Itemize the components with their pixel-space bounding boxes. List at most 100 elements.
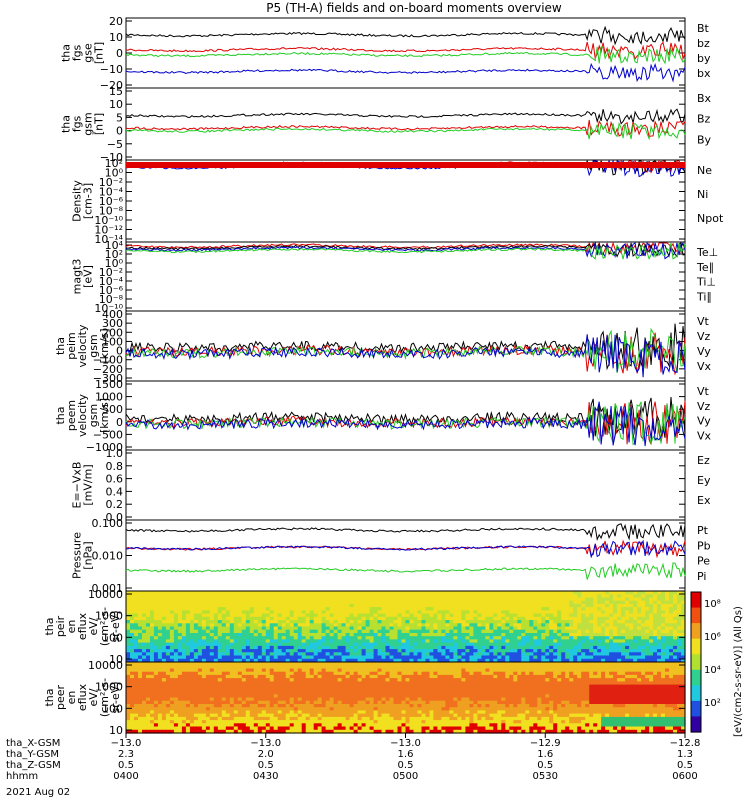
heatmap-cell	[577, 594, 582, 598]
heatmap-cell	[537, 633, 542, 637]
heatmap-cell	[433, 694, 438, 699]
heatmap-cell	[126, 642, 131, 647]
heatmap-cell	[197, 594, 203, 598]
heatmap-cell	[389, 626, 395, 631]
heatmap-cell	[237, 600, 243, 605]
heatmap-cell	[157, 662, 163, 666]
heatmap-cell	[537, 610, 542, 615]
heatmap-cell	[569, 629, 574, 634]
heatmap-cell	[389, 694, 395, 699]
heatmap-cell	[665, 658, 670, 663]
heatmap-cell	[557, 652, 562, 657]
heatmap-cell	[353, 671, 359, 676]
heatmap-cell	[673, 684, 678, 689]
heatmap-cell	[569, 674, 574, 679]
heatmap-cell	[225, 649, 231, 653]
heatmap-cell	[381, 687, 387, 692]
heatmap-cell	[677, 600, 682, 605]
heatmap-cell	[485, 691, 490, 695]
heatmap-cell	[485, 658, 490, 663]
heatmap-cell	[241, 655, 247, 660]
heatmap-cell	[265, 636, 271, 640]
heatmap-cell	[509, 652, 514, 657]
heatmap-cell	[541, 639, 546, 644]
heatmap-cell	[341, 629, 347, 634]
heatmap-cell	[189, 616, 195, 621]
heatmap-cell	[221, 697, 227, 702]
heatmap-cell	[617, 597, 622, 602]
heatmap-cell	[453, 674, 458, 679]
heatmap-cell	[213, 613, 219, 618]
heatmap-cell	[301, 658, 307, 663]
heatmap-cell	[673, 594, 678, 598]
heatmap-cell	[545, 658, 550, 663]
heatmap-cell	[321, 678, 327, 682]
heatmap-cell	[421, 613, 427, 618]
heatmap-cell	[573, 694, 578, 699]
heatmap-cell	[469, 623, 474, 628]
heatmap-cell	[229, 613, 235, 618]
heatmap-cell	[293, 684, 299, 689]
y-tick-label: 0	[116, 47, 123, 60]
heatmap-cell	[489, 610, 494, 615]
heatmap-cell	[677, 674, 682, 679]
heatmap-cell	[605, 629, 610, 634]
heatmap-cell	[553, 645, 558, 650]
heatmap-cell	[153, 594, 159, 598]
heatmap-cell	[481, 658, 486, 663]
heatmap-cell	[633, 694, 638, 699]
heatmap-cell	[146, 662, 151, 666]
heatmap-cell	[613, 694, 618, 699]
heatmap-cell	[409, 594, 415, 598]
heatmap-cell	[229, 658, 235, 663]
heatmap-cell	[365, 642, 371, 647]
heatmap-cell	[265, 616, 271, 621]
heatmap-cell	[150, 616, 155, 621]
heatmap-cell	[361, 594, 367, 598]
heatmap-cell	[393, 655, 399, 660]
heatmap-cell	[269, 600, 275, 605]
heatmap-cell	[493, 681, 498, 686]
heatmap-cell	[221, 678, 227, 682]
heatmap-cell	[473, 633, 478, 637]
heatmap-cell	[285, 597, 291, 602]
heatmap-cell	[513, 603, 518, 608]
heatmap-cell	[249, 655, 255, 660]
heatmap-cell	[613, 623, 618, 628]
heatmap-cell	[477, 687, 482, 692]
heatmap-cell	[669, 603, 674, 608]
heatmap-cell	[130, 594, 135, 598]
heatmap-cell	[425, 597, 431, 602]
heatmap-cell	[369, 610, 375, 615]
heatmap-cell	[609, 652, 614, 657]
heatmap-cell	[301, 645, 307, 650]
heatmap-cell	[645, 687, 650, 692]
heatmap-cell	[553, 671, 558, 676]
heatmap-cell	[161, 681, 167, 686]
heatmap-cell	[553, 652, 558, 657]
heatmap-cell	[581, 613, 586, 618]
heatmap-cell	[545, 678, 550, 682]
heatmap-cell	[585, 678, 590, 682]
heatmap-cell	[165, 665, 171, 669]
heatmap-cell	[146, 613, 151, 618]
heatmap-cell	[533, 655, 538, 660]
heatmap-cell	[277, 626, 283, 631]
heatmap-cell	[661, 645, 666, 650]
heatmap-cell	[221, 658, 227, 663]
heatmap-cell	[289, 633, 295, 637]
heatmap-cell	[561, 613, 566, 618]
heatmap-cell	[493, 597, 498, 602]
heatmap-cell	[333, 610, 339, 615]
heatmap-cell	[665, 655, 670, 660]
heatmap-cell	[369, 649, 375, 653]
heatmap-cell	[329, 678, 335, 682]
heatmap-cell	[453, 649, 458, 653]
heatmap-cell	[621, 662, 626, 666]
heatmap-cell	[537, 629, 542, 634]
heatmap-cell	[445, 674, 450, 679]
heatmap-cell	[569, 597, 574, 602]
heatmap-cell	[589, 636, 594, 640]
heatmap-cell	[225, 697, 231, 702]
heatmap-cell	[453, 687, 458, 692]
